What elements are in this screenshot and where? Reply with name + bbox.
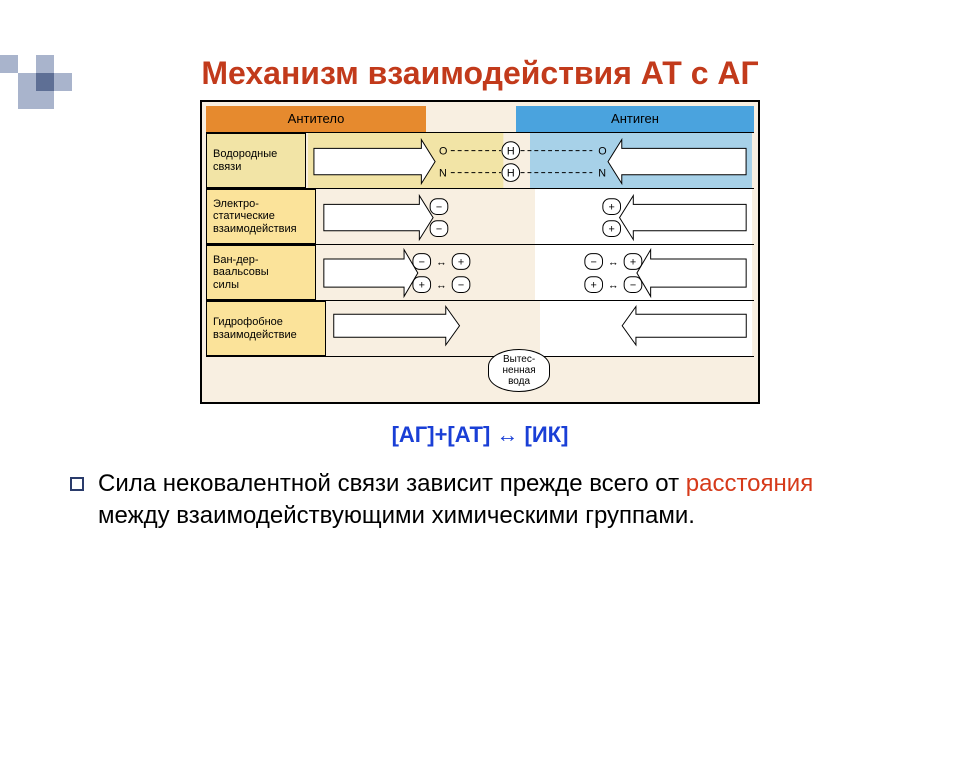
svg-text:H: H [507, 168, 515, 180]
header-antibody: Антитело [206, 106, 426, 132]
diagram-rows: ВодородныесвязиONONHHЭлектро-статические… [206, 132, 754, 398]
bullet-point: Сила нековалентной связи зависит прежде … [70, 468, 890, 533]
svg-text:↔: ↔ [436, 280, 447, 292]
svg-text:O: O [439, 146, 447, 158]
svg-text:+: + [419, 280, 425, 292]
svg-text:+: + [591, 280, 597, 292]
bullet-post: между взаимодействующими химическими гру… [98, 502, 695, 529]
svg-text:−: − [436, 202, 442, 214]
row-electro: Электро-статическиевзаимодействия − − + + [206, 188, 754, 244]
row-label-electro: Электро-статическиевзаимодействия [206, 189, 316, 244]
svg-text:N: N [598, 168, 606, 180]
svg-text:↔: ↔ [608, 256, 619, 268]
row-label-hbond: Водородныесвязи [206, 133, 306, 188]
svg-text:↔: ↔ [608, 280, 619, 292]
svg-text:−: − [419, 256, 425, 268]
row-hydro: ГидрофобноевзаимодействиеВытес-неннаявод… [206, 300, 754, 356]
svg-text:+: + [630, 256, 636, 268]
svg-text:↔: ↔ [436, 256, 447, 268]
diagram-header: Антитело Антиген [206, 106, 754, 132]
row-label-hydro: Гидрофобноевзаимодействие [206, 301, 326, 356]
svg-text:+: + [458, 256, 464, 268]
svg-text:−: − [630, 280, 636, 292]
svg-text:N: N [439, 168, 447, 180]
svg-text:H: H [507, 146, 515, 158]
bullet-highlight: расстояния [686, 470, 813, 497]
header-gap [426, 106, 516, 132]
svg-text:−: − [436, 224, 442, 236]
header-antigen: Антиген [516, 106, 754, 132]
row-vdw: Ван-дер-ваальсовысилы−↔++↔−−↔++↔− [206, 244, 754, 300]
row-label-vdw: Ван-дер-ваальсовысилы [206, 245, 316, 300]
row-hbond: ВодородныесвязиONONHH [206, 132, 754, 188]
row-arrows-vdw: −↔++↔−−↔++↔− [316, 245, 754, 300]
row-arrows-electro: − − + + [316, 189, 754, 244]
bullet-pre: Сила нековалентной связи зависит прежде … [98, 470, 686, 497]
interaction-diagram: Антитело Антиген ВодородныесвязиONONHHЭл… [200, 100, 760, 404]
svg-text:O: O [598, 146, 606, 158]
corner-decoration [0, 55, 72, 109]
water-bubble: Вытес-неннаявода [488, 349, 550, 392]
svg-text:+: + [609, 202, 615, 214]
page-title: Механизм взаимодействия АТ с АГ [0, 55, 960, 92]
svg-text:−: − [591, 256, 597, 268]
row-arrows-hbond: ONONHH [306, 133, 754, 188]
bullet-text: Сила нековалентной связи зависит прежде … [98, 468, 890, 533]
equilibrium-equation: [АГ]+[АТ] ↔ [ИК] [0, 422, 960, 448]
svg-text:+: + [609, 224, 615, 236]
row-arrows-hydro [326, 301, 754, 356]
svg-text:−: − [458, 280, 464, 292]
bullet-icon [70, 477, 84, 491]
